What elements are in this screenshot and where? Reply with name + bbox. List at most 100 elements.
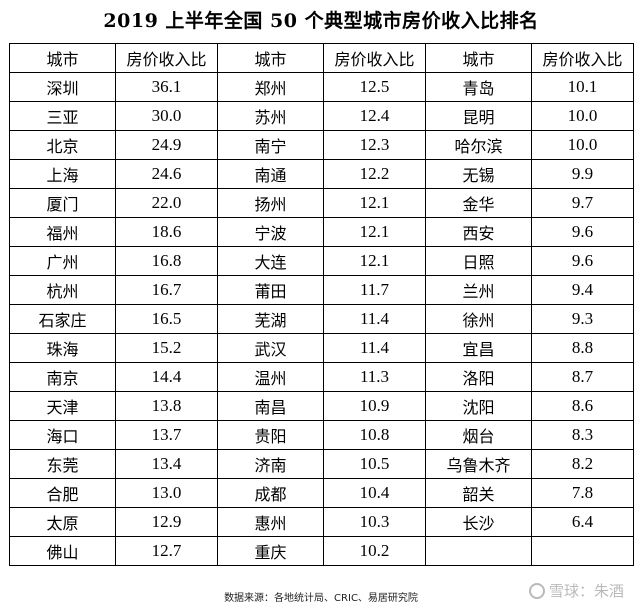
ratio-cell: 9.4 [531,275,634,305]
header-ratio: 房价收入比 [531,43,634,73]
ratio-cell: 6.4 [531,507,634,537]
header-city: 城市 [217,43,324,73]
ratio-cell: 12.1 [323,188,426,218]
city-cell: 芜湖 [217,304,324,334]
city-cell: 扬州 [217,188,324,218]
table-row: 东莞 13.4 济南 10.5 乌鲁木齐 8.2 [9,449,634,479]
header-row: 城市 房价收入比 城市 房价收入比 城市 房价收入比 [9,43,634,73]
city-cell: 南通 [217,159,324,189]
ratio-cell: 12.2 [323,159,426,189]
table-row: 深圳 36.1 郑州 12.5 青岛 10.1 [9,72,634,102]
table-title: 2019 上半年全国 50 个典型城市房价收入比排名 [103,10,539,32]
table-row: 杭州 16.7 莆田 11.7 兰州 9.4 [9,275,634,305]
ratio-cell: 12.7 [115,536,218,566]
ratio-cell: 8.6 [531,391,634,421]
city-cell: 济南 [217,449,324,479]
table-row: 福州 18.6 宁波 12.1 西安 9.6 [9,217,634,247]
ratio-cell: 8.2 [531,449,634,479]
table-row: 石家庄 16.5 芜湖 11.4 徐州 9.3 [9,304,634,334]
city-cell: 福州 [9,217,116,247]
city-cell: 哈尔滨 [425,130,532,160]
city-cell: 南昌 [217,391,324,421]
city-cell: 武汉 [217,333,324,363]
city-cell: 青岛 [425,72,532,102]
city-cell: 成都 [217,478,324,508]
ratio-cell: 16.8 [115,246,218,276]
ratio-cell: 12.4 [323,101,426,131]
city-cell: 无锡 [425,159,532,189]
snowball-logo-icon [528,582,545,599]
city-cell: 韶关 [425,478,532,508]
city-cell: 西安 [425,217,532,247]
ratio-cell: 16.7 [115,275,218,305]
city-cell: 海口 [9,420,116,450]
table-row: 合肥 13.0 成都 10.4 韶关 7.8 [9,478,634,508]
ratio-cell: 30.0 [115,101,218,131]
city-cell: 郑州 [217,72,324,102]
city-cell: 杭州 [9,275,116,305]
ratio-cell: 12.5 [323,72,426,102]
ratio-cell: 11.3 [323,362,426,392]
watermark-text: 雪球：朱酒 [548,582,624,600]
header-city: 城市 [425,43,532,73]
city-cell: 深圳 [9,72,116,102]
city-cell: 上海 [9,159,116,189]
ratio-cell: 10.0 [531,101,634,131]
city-cell: 南京 [9,362,116,392]
ratio-cell: 36.1 [115,72,218,102]
city-cell: 天津 [9,391,116,421]
city-cell: 莆田 [217,275,324,305]
city-cell: 大连 [217,246,324,276]
ratio-cell: 13.0 [115,478,218,508]
ratio-cell: 14.4 [115,362,218,392]
city-cell: 乌鲁木齐 [425,449,532,479]
ratio-cell: 9.6 [531,217,634,247]
city-cell: 洛阳 [425,362,532,392]
header-ratio: 房价收入比 [323,43,426,73]
ratio-cell: 13.8 [115,391,218,421]
header-ratio: 房价收入比 [115,43,218,73]
city-cell: 惠州 [217,507,324,537]
city-cell: 厦门 [9,188,116,218]
table-row: 佛山 12.7 重庆 10.2 [9,536,634,566]
ratio-cell: 10.4 [323,478,426,508]
city-cell: 昆明 [425,101,532,131]
ratio-cell: 10.5 [323,449,426,479]
table-row: 太原 12.9 惠州 10.3 长沙 6.4 [9,507,634,537]
ratio-cell: 8.3 [531,420,634,450]
table-row: 北京 24.9 南宁 12.3 哈尔滨 10.0 [9,130,634,160]
ratio-cell: 18.6 [115,217,218,247]
ratio-cell: 12.1 [323,246,426,276]
ratio-cell: 12.3 [323,130,426,160]
ranking-table: 城市 房价收入比 城市 房价收入比 城市 房价收入比 深圳 36.1 郑州 12.5 青… [9,43,634,566]
city-cell: 长沙 [425,507,532,537]
data-source-note: 数据来源：各地统计局、CRIC、易居研究院 [224,593,418,604]
city-cell [425,536,532,566]
city-cell: 东莞 [9,449,116,479]
city-cell: 温州 [217,362,324,392]
city-cell: 珠海 [9,333,116,363]
city-cell: 徐州 [425,304,532,334]
ratio-cell: 16.5 [115,304,218,334]
table-row: 广州 16.8 大连 12.1 日照 9.6 [9,246,634,276]
header-city: 城市 [9,43,116,73]
ratio-cell: 13.4 [115,449,218,479]
ratio-cell: 10.8 [323,420,426,450]
ratio-cell: 22.0 [115,188,218,218]
city-cell: 烟台 [425,420,532,450]
ratio-cell: 24.9 [115,130,218,160]
table-row: 南京 14.4 温州 11.3 洛阳 8.7 [9,362,634,392]
ratio-cell: 9.6 [531,246,634,276]
ratio-cell: 15.2 [115,333,218,363]
ratio-cell: 11.7 [323,275,426,305]
table-row: 珠海 15.2 武汉 11.4 宜昌 8.8 [9,333,634,363]
ratio-cell: 10.2 [323,536,426,566]
ratio-cell: 10.3 [323,507,426,537]
city-cell: 苏州 [217,101,324,131]
city-cell: 日照 [425,246,532,276]
city-cell: 金华 [425,188,532,218]
city-cell: 广州 [9,246,116,276]
ratio-cell: 11.4 [323,333,426,363]
city-cell: 重庆 [217,536,324,566]
city-cell: 佛山 [9,536,116,566]
